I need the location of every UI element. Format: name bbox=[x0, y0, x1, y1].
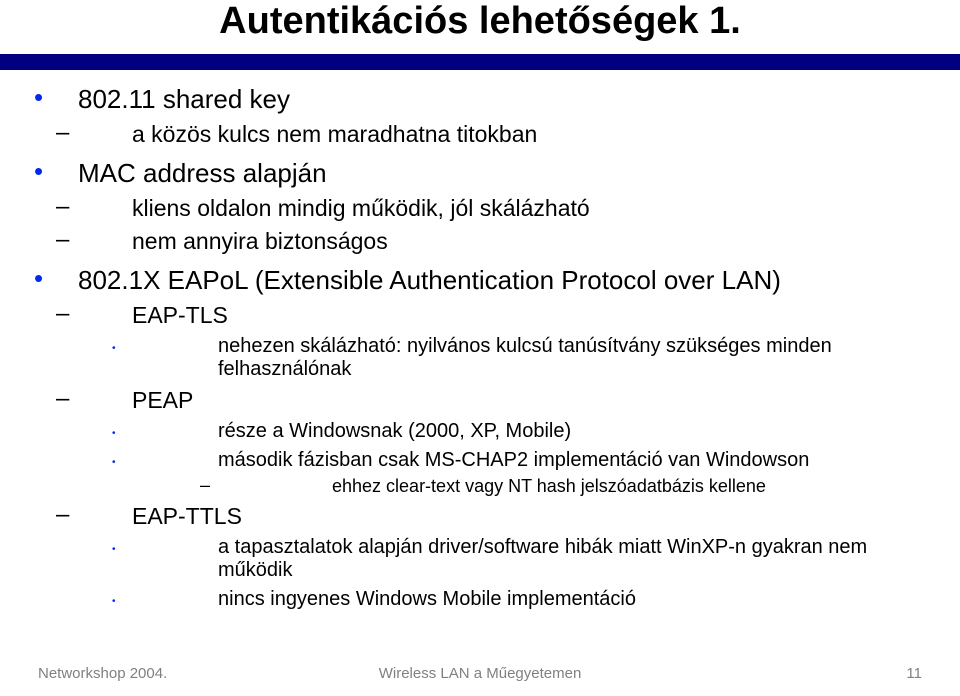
dot-icon: • bbox=[34, 158, 43, 184]
bullet-lvl3: • nehezen skálázható: nyilvános kulcsú t… bbox=[132, 335, 920, 381]
dash-icon: – bbox=[200, 476, 210, 494]
bullet-text: része a Windowsnak (2000, XP, Mobile) bbox=[218, 420, 571, 442]
dash-icon: – bbox=[56, 228, 69, 252]
bullet-lvl2: – nem annyira biztonságos bbox=[78, 228, 920, 255]
dot-icon: • bbox=[112, 597, 116, 607]
bullet-text: PEAP bbox=[132, 387, 193, 413]
dash-icon: – bbox=[56, 195, 69, 219]
bullet-lvl1: • MAC address alapján – kliens oldalon m… bbox=[56, 158, 920, 255]
bullet-text: nincs ingyenes Windows Mobile implementá… bbox=[218, 588, 636, 610]
title-underline-bar bbox=[0, 54, 960, 70]
bullet-text: MAC address alapján bbox=[78, 158, 327, 188]
bullet-text: a közös kulcs nem maradhatna titokban bbox=[132, 121, 537, 147]
bullet-text: a tapasztalatok alapján driver/software … bbox=[218, 536, 867, 581]
dot-icon: • bbox=[34, 265, 43, 291]
bullet-lvl4: – ehhez clear-text vagy NT hash jelszóad… bbox=[218, 476, 920, 497]
footer-center: Wireless LAN a Műegyetemen bbox=[0, 665, 960, 682]
bullet-lvl3: • nincs ingyenes Windows Mobile implemen… bbox=[132, 588, 920, 611]
dot-icon: • bbox=[112, 344, 116, 354]
bullet-text: második fázisban csak MS-CHAP2 implement… bbox=[218, 449, 809, 471]
bullet-text: 802.1X EAPoL (Extensible Authentication … bbox=[78, 265, 781, 295]
bullet-lvl2: – EAP-TTLS • a tapasztalatok alapján dri… bbox=[78, 503, 920, 611]
dash-icon: – bbox=[56, 503, 69, 527]
bullet-text: 802.11 shared key bbox=[78, 84, 290, 114]
bullet-lvl2: – PEAP • része a Windowsnak (2000, XP, M… bbox=[78, 387, 920, 497]
slide: Autentikációs lehetőségek 1. • 802.11 sh… bbox=[0, 0, 960, 696]
bullet-text: ehhez clear-text vagy NT hash jelszóadat… bbox=[332, 476, 766, 496]
content-area: • 802.11 shared key – a közös kulcs nem … bbox=[56, 84, 920, 611]
bullet-text: EAP-TLS bbox=[132, 302, 228, 328]
bullet-lvl2: – EAP-TLS • nehezen skálázható: nyilváno… bbox=[78, 302, 920, 381]
bullet-text: nehezen skálázható: nyilvános kulcsú tan… bbox=[218, 335, 832, 380]
bullet-text: EAP-TTLS bbox=[132, 503, 242, 529]
dash-icon: – bbox=[56, 387, 69, 411]
dash-icon: – bbox=[56, 121, 69, 145]
footer-page-number: 11 bbox=[906, 665, 922, 682]
bullet-lvl2: – kliens oldalon mindig működik, jól ská… bbox=[78, 195, 920, 222]
bullet-lvl1: • 802.11 shared key – a közös kulcs nem … bbox=[56, 84, 920, 148]
dot-icon: • bbox=[112, 545, 116, 555]
page-title: Autentikációs lehetőségek 1. bbox=[0, 0, 960, 43]
dot-icon: • bbox=[112, 429, 116, 439]
bullet-lvl3: • második fázisban csak MS-CHAP2 impleme… bbox=[132, 449, 920, 497]
bullet-text: nem annyira biztonságos bbox=[132, 228, 388, 254]
bullet-lvl1: • 802.1X EAPoL (Extensible Authenticatio… bbox=[56, 265, 920, 611]
bullet-lvl3: • a tapasztalatok alapján driver/softwar… bbox=[132, 536, 920, 582]
bullet-lvl3: • része a Windowsnak (2000, XP, Mobile) bbox=[132, 420, 920, 443]
dash-icon: – bbox=[56, 302, 69, 326]
dot-icon: • bbox=[112, 458, 116, 468]
bullet-lvl2: – a közös kulcs nem maradhatna titokban bbox=[78, 121, 920, 148]
dot-icon: • bbox=[34, 84, 43, 110]
bullet-text: kliens oldalon mindig működik, jól skálá… bbox=[132, 195, 590, 221]
